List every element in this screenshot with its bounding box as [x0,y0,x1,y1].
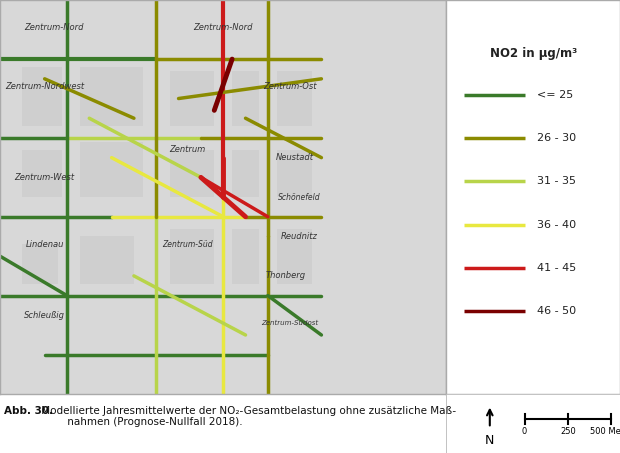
Text: Zentrum-Ost: Zentrum-Ost [264,82,317,91]
Bar [170,150,215,197]
Text: Zentrum-Südost: Zentrum-Südost [262,320,319,326]
Bar [232,71,259,126]
Text: 36 - 40: 36 - 40 [537,220,576,230]
Text: 46 - 50: 46 - 50 [537,306,576,316]
Bar [22,244,58,284]
Text: Zentrum-Nord: Zentrum-Nord [193,23,253,32]
Bar [81,236,134,284]
Text: Lindenau: Lindenau [25,240,64,249]
Text: 41 - 45: 41 - 45 [537,263,576,273]
Text: Schleußig: Schleußig [24,311,65,320]
Text: 26 - 30: 26 - 30 [537,133,576,143]
Text: N: N [485,434,495,447]
Bar [277,71,312,126]
Text: Schönefeld: Schönefeld [278,193,321,202]
Text: Zentrum-Süd: Zentrum-Süd [162,240,213,249]
Text: 500 Meter: 500 Meter [590,427,620,436]
Bar [232,229,259,284]
Text: 31 - 35: 31 - 35 [537,176,576,186]
Bar [232,150,259,197]
Text: <= 25: <= 25 [537,90,573,100]
Bar [170,229,215,284]
Bar [81,67,143,126]
Text: Zentrum-Nord: Zentrum-Nord [24,23,83,32]
Text: Modellierte Jahresmittelwerte der NO₂-Gesamtbelastung ohne zusätzliche Maß-
    : Modellierte Jahresmittelwerte der NO₂-Ge… [38,406,456,428]
Text: Neustadt: Neustadt [276,153,314,162]
Bar [170,71,215,126]
Text: Reudnitz: Reudnitz [281,232,317,241]
Bar [81,142,143,197]
Text: 250: 250 [560,427,576,436]
Text: Zentrum-West: Zentrum-West [15,173,74,182]
Text: NO2 in μg/m³: NO2 in μg/m³ [490,47,577,60]
Text: Zentrum-Nordwest: Zentrum-Nordwest [5,82,84,91]
Bar [22,150,63,197]
Bar [277,229,312,284]
Text: Abb. 30.: Abb. 30. [4,406,53,416]
Bar [22,67,63,126]
Text: Zentrum: Zentrum [169,145,206,154]
Bar [277,150,312,197]
Text: 0: 0 [522,427,527,436]
Text: Thonberg: Thonberg [265,271,306,280]
